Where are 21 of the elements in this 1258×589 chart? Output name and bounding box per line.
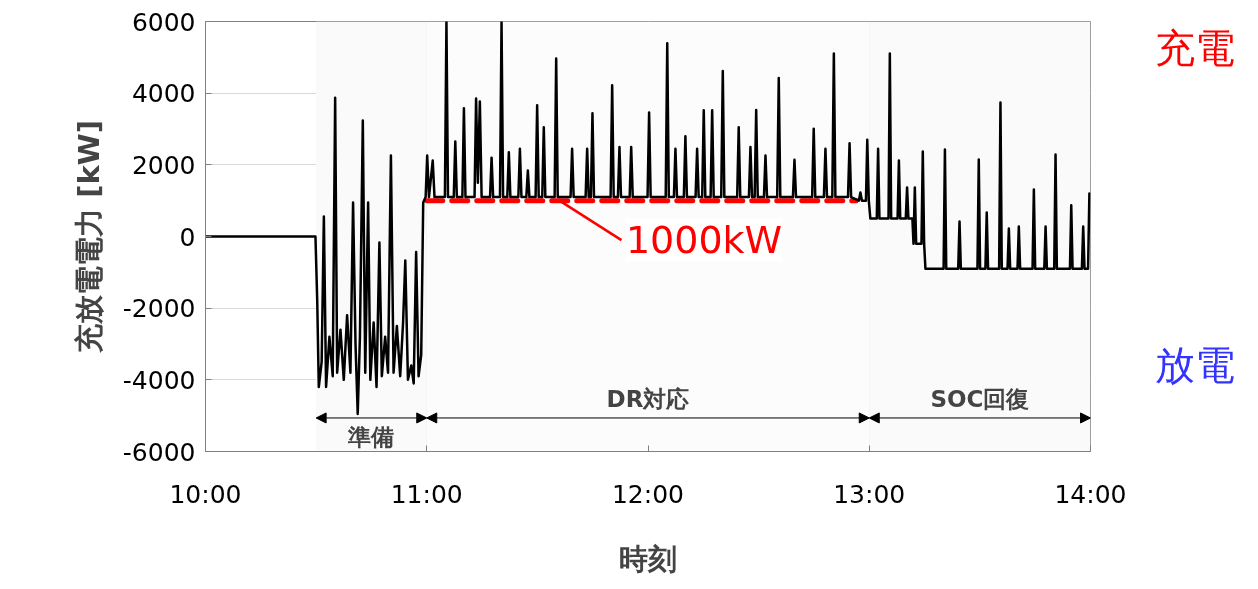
text: 放電 [1154, 341, 1235, 388]
y-tick-label: 4000 [131, 79, 196, 109]
y-tick-label: -2000 [122, 294, 196, 324]
x-tick-label: 13:00 [833, 479, 906, 509]
y-axis-title: 充放電電力 [kW] [71, 120, 106, 354]
band-label: 準備 [347, 423, 395, 450]
y-tick-label: 0 [179, 222, 196, 252]
y-tick-label: -4000 [122, 365, 196, 395]
annotation: 1000kW [625, 218, 783, 263]
y-tick-label: 2000 [131, 150, 196, 180]
band-label: SOC回復 [930, 385, 1030, 412]
text: 充電 [1154, 24, 1235, 71]
line-series [205, 21, 1091, 416]
x-tick-label: 10:00 [169, 479, 242, 509]
x-tick-label: 12:00 [611, 479, 685, 509]
y-tick-label: 6000 [131, 7, 196, 37]
band-label: DR対応 [606, 385, 690, 412]
y-tick-label: -6000 [122, 437, 196, 467]
x-tick-label: 14:00 [1054, 479, 1127, 509]
x-axis-title: 時刻 [619, 541, 677, 576]
x-tick-label: 11:00 [390, 479, 463, 509]
